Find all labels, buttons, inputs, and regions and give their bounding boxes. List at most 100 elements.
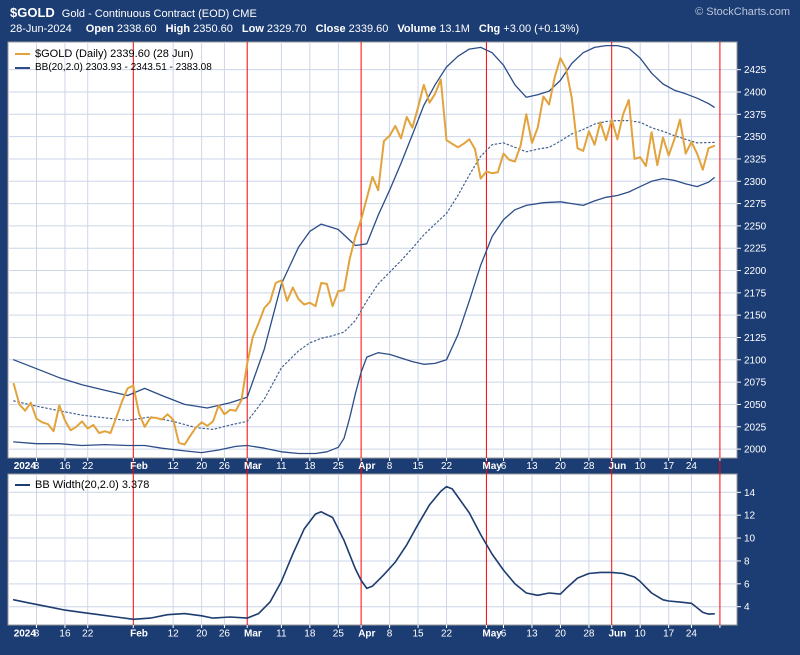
- x-axis-label: 24: [686, 461, 698, 472]
- bb-width-plot-area: [7, 473, 738, 626]
- stockcharts-credit: © StockCharts.com: [695, 6, 790, 18]
- y-axis-label: 2025: [744, 422, 767, 433]
- price-legend-text: $GOLD (Daily) 2339.60 (28 Jun): [35, 47, 194, 60]
- x-axis-label: 20: [196, 461, 208, 472]
- bbwidth-panel-legend: BB Width(20,2.0) 3.378: [15, 478, 149, 492]
- x-axis-label: 8: [387, 461, 393, 472]
- quote-volume: Volume 13.1M: [397, 23, 470, 35]
- y-axis-label: 2400: [744, 87, 767, 98]
- x-axis-label: 11: [276, 629, 287, 640]
- x-axis-label: 22: [82, 461, 94, 472]
- chart-header: $GOLD Gold - Continuous Contract (EOD) CM…: [10, 4, 790, 20]
- x-axis-label: 17: [663, 461, 675, 472]
- x-axis-label: 18: [304, 629, 316, 640]
- quote-date: 28-Jun-2024: [10, 23, 72, 35]
- y-axis-label: 12: [744, 511, 756, 522]
- x-axis-label: 12: [168, 629, 180, 640]
- x-axis-label: 13: [526, 629, 538, 640]
- x-axis-label: 10: [635, 629, 647, 640]
- x-axis-label: 10: [635, 461, 647, 472]
- bb-line-swatch-icon: [15, 66, 30, 69]
- x-axis-label: 25: [333, 629, 345, 640]
- x-axis-label: Apr: [358, 461, 375, 472]
- bb-width-panel: 4 6 8 10 12 14: [7, 473, 756, 626]
- quote-close: Close 2339.60: [315, 23, 389, 35]
- y-axis-label: 2325: [744, 154, 767, 165]
- x-axis-label: Apr: [358, 629, 375, 640]
- x-axis-label: 16: [59, 629, 71, 640]
- x-axis-label: 17: [663, 629, 675, 640]
- y-axis-label: 14: [744, 488, 756, 499]
- x-axis-label: 12: [168, 461, 180, 472]
- x-axis-label: 6: [501, 629, 507, 640]
- x-axis-label: 8: [34, 461, 40, 472]
- y-axis-label: 6: [744, 579, 750, 590]
- series-gold-close: [12, 57, 716, 446]
- x-axis-label: 20: [555, 629, 567, 640]
- quote-high: High 2350.60: [165, 23, 233, 35]
- y-axis-label: 2100: [744, 355, 767, 366]
- y-axis-label: 10: [744, 534, 756, 545]
- y-axis-label: 2050: [744, 400, 767, 411]
- y-axis-label: 4: [744, 602, 750, 613]
- y-axis-label: 2125: [744, 333, 767, 344]
- x-axis-label: 26: [219, 629, 231, 640]
- x-axis-label: 20: [555, 461, 567, 472]
- y-axis-label: 2425: [744, 65, 767, 76]
- x-axis-label: 13: [526, 461, 538, 472]
- x-axis-label: 22: [441, 461, 453, 472]
- x-axis-label: Feb: [130, 629, 148, 640]
- quote-change: Chg +3.00 (+0.13%): [478, 23, 580, 35]
- x-axis-label: Mar: [244, 461, 262, 472]
- series-bb-upper: [13, 44, 715, 409]
- y-axis-label: 2300: [744, 177, 767, 188]
- x-axis-label: 22: [441, 629, 453, 640]
- x-axis-label: Mar: [244, 629, 262, 640]
- x-axis-label: 26: [219, 461, 231, 472]
- x-axis-label: 15: [413, 629, 425, 640]
- price-panel: 2000 2025 2050 2075 2100 2125 2150 2175 2200 2225…: [7, 41, 767, 459]
- y-axis-label: 2350: [744, 132, 767, 143]
- y-axis-label: 2250: [744, 221, 767, 232]
- price-plot-area: [7, 41, 738, 459]
- series-bb-lower: [13, 177, 715, 455]
- bbwidth-legend-text: BB Width(20,2.0) 3.378: [35, 478, 150, 491]
- price-panel-legend: $GOLD (Daily) 2339.60 (28 Jun) BB(20,2.0…: [15, 47, 212, 75]
- x-axis-label: 24: [686, 629, 698, 640]
- x-axis-label: 18: [304, 461, 316, 472]
- x-axis-label: 8: [387, 629, 393, 640]
- y-axis-label: 2275: [744, 199, 767, 210]
- bbwidth-line-swatch-icon: [15, 483, 30, 486]
- y-axis-label: 2150: [744, 311, 767, 322]
- y-axis-label: 2200: [744, 266, 767, 277]
- y-axis-label: 2000: [744, 445, 767, 456]
- price-legend-row: $GOLD (Daily) 2339.60 (28 Jun): [15, 47, 212, 60]
- x-axis-label: May: [482, 461, 502, 472]
- x-axis-label: 28: [583, 629, 595, 640]
- symbol: $GOLD: [10, 5, 55, 20]
- x-axis-label: Jun: [609, 461, 627, 472]
- x-axis-label: Feb: [130, 461, 148, 472]
- y-axis-label: 8: [744, 556, 750, 567]
- y-axis-label: 2375: [744, 110, 767, 121]
- bb-legend-row: BB(20,2.0) 2303.93 - 2343.51 - 2383.08: [15, 61, 212, 74]
- series-bb-middle: [13, 119, 715, 430]
- x-axis-label: 6: [501, 461, 507, 472]
- x-axis-label: 28: [583, 461, 595, 472]
- quote-low: Low 2329.70: [241, 23, 307, 35]
- x-axis-label: 8: [34, 629, 40, 640]
- x-axis-label: 2024: [14, 461, 37, 472]
- instrument-name: Gold - Continuous Contract (EOD) CME: [61, 8, 257, 20]
- quote-open: Open 2338.60: [85, 23, 157, 35]
- price-line-swatch-icon: [15, 52, 30, 55]
- y-axis-label: 2075: [744, 378, 767, 389]
- x-axis-label: 15: [413, 461, 425, 472]
- x-axis-label: May: [482, 629, 502, 640]
- bb-legend-text: BB(20,2.0) 2303.93 - 2343.51 - 2383.08: [35, 62, 212, 73]
- x-axis-label: 11: [276, 461, 287, 472]
- x-axis-label: 20: [196, 629, 208, 640]
- x-axis-label: 22: [82, 629, 94, 640]
